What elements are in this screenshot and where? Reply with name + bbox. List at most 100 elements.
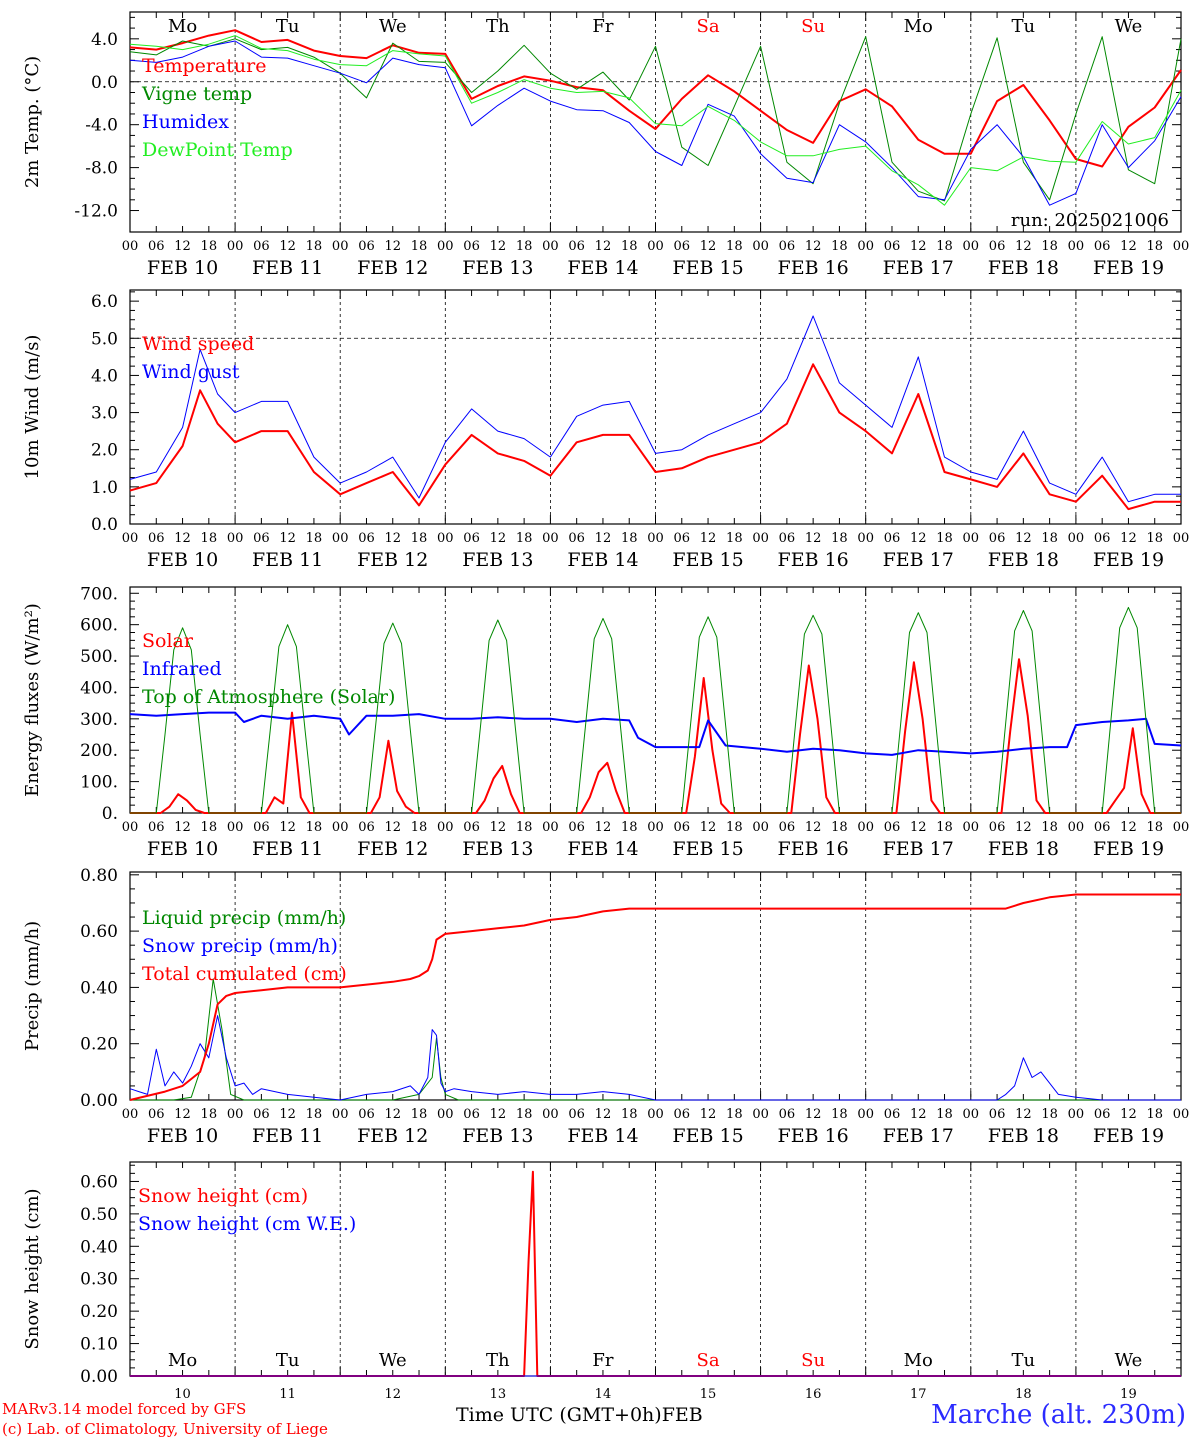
- hour-tick-label: 00: [227, 239, 244, 254]
- day-number-label: 15: [700, 1387, 717, 1402]
- hour-tick-label: 12: [1015, 239, 1032, 254]
- date-label: FEB 15: [672, 838, 743, 860]
- weekday-label: Mo: [168, 16, 197, 37]
- series-line: [129, 711, 1182, 756]
- hour-tick-label: 12: [174, 239, 191, 254]
- day-number-label: 10: [174, 1387, 191, 1402]
- y-tick-label: 0.20: [80, 1302, 118, 1322]
- y-tick-label: 0.0: [91, 73, 118, 93]
- date-label: FEB 17: [883, 1125, 954, 1147]
- hour-tick-label: 00: [332, 531, 349, 546]
- hour-tick-label: 00: [227, 820, 244, 835]
- hour-tick-label: 18: [306, 239, 323, 254]
- y-tick-label: 1.0: [91, 478, 118, 498]
- date-label: FEB 11: [252, 838, 323, 860]
- hour-tick-label: 18: [831, 820, 848, 835]
- date-label: FEB 18: [988, 1125, 1059, 1147]
- y-tick-label: 3.0: [91, 404, 118, 424]
- hour-tick-label: 18: [201, 239, 218, 254]
- hour-tick-label: 00: [227, 1107, 244, 1122]
- hour-tick-label: 00: [857, 1107, 874, 1122]
- hour-tick-label: 06: [463, 531, 480, 546]
- hour-tick-label: 12: [700, 1107, 717, 1122]
- date-label: FEB 17: [883, 838, 954, 860]
- hour-tick-label: 18: [516, 820, 533, 835]
- hour-tick-label: 00: [1173, 531, 1190, 546]
- hour-tick-label: 12: [384, 1107, 401, 1122]
- hour-tick-label: 00: [122, 239, 139, 254]
- hour-tick-label: 18: [726, 531, 743, 546]
- hour-tick-label: 06: [148, 1107, 165, 1122]
- date-label: FEB 10: [147, 1125, 218, 1147]
- hour-tick-label: 00: [647, 531, 664, 546]
- hour-tick-label: 12: [700, 239, 717, 254]
- hour-tick-label: 12: [490, 239, 507, 254]
- hour-tick-label: 06: [674, 239, 691, 254]
- hour-tick-label: 06: [358, 239, 375, 254]
- hour-tick-label: 12: [384, 820, 401, 835]
- hour-tick-label: 12: [805, 1107, 822, 1122]
- hour-tick-label: 00: [122, 820, 139, 835]
- hour-tick-label: 12: [384, 239, 401, 254]
- hour-tick-label: 06: [148, 239, 165, 254]
- hour-tick-label: 00: [437, 531, 454, 546]
- date-label: FEB 14: [567, 549, 638, 571]
- y-tick-label: 100.: [80, 773, 118, 793]
- panel-5: 0.60 0.50 0.40 0.30 0.20 0.10 0.00 Snow height …: [22, 1161, 1182, 1402]
- hour-tick-label: 12: [910, 1107, 927, 1122]
- hour-tick-label: 18: [516, 1107, 533, 1122]
- y-tick-label: 700.: [80, 584, 118, 604]
- hour-tick-label: 00: [857, 820, 874, 835]
- hour-tick-label: 06: [989, 1107, 1006, 1122]
- hour-tick-label: 06: [989, 531, 1006, 546]
- day-number-label: 13: [490, 1387, 507, 1402]
- y-axis-label: Precip (mm/h): [22, 921, 43, 1051]
- date-label: FEB 16: [778, 257, 849, 279]
- series-line: [130, 978, 1181, 1101]
- legend-entry: Snow height (cm): [138, 1185, 308, 1207]
- hour-tick-label: 06: [568, 820, 585, 835]
- hour-tick-label: 18: [1041, 239, 1058, 254]
- hour-tick-label: 18: [726, 239, 743, 254]
- series-line: [130, 658, 1181, 814]
- y-tick-label: 0.60: [80, 922, 118, 942]
- hour-tick-label: 18: [726, 1107, 743, 1122]
- date-label: FEB 19: [1093, 257, 1164, 279]
- date-label: FEB 14: [567, 1125, 638, 1147]
- date-label: FEB 18: [988, 257, 1059, 279]
- date-label: FEB 10: [147, 257, 218, 279]
- y-tick-label: 600.: [80, 616, 118, 636]
- hour-tick-label: 00: [647, 239, 664, 254]
- hour-tick-label: 06: [989, 820, 1006, 835]
- hour-tick-label: 06: [1094, 820, 1111, 835]
- hour-tick-label: 00: [227, 531, 244, 546]
- legend-entry: Wind speed: [142, 333, 254, 355]
- hour-tick-label: 18: [201, 1107, 218, 1122]
- y-tick-label: 0.0: [91, 515, 118, 535]
- hour-tick-label: 12: [174, 820, 191, 835]
- weekday-label: We: [1115, 16, 1143, 37]
- weekday-label: Tu: [276, 1350, 300, 1371]
- hour-tick-label: 12: [174, 1107, 191, 1122]
- panel-3: 00 06 12 18 00 06 12 18 00 06 12 18 00 06 12 18 00 06 12 18…: [22, 584, 1189, 860]
- date-label: FEB 13: [462, 549, 533, 571]
- date-label: FEB 16: [778, 838, 849, 860]
- date-label: FEB 15: [672, 549, 743, 571]
- legend-entry: Snow height (cm W.E.): [138, 1213, 356, 1235]
- hour-tick-label: 06: [568, 239, 585, 254]
- day-number-label: 16: [805, 1387, 822, 1402]
- hour-tick-label: 00: [332, 239, 349, 254]
- weekday-label: We: [1115, 1350, 1143, 1371]
- hour-tick-label: 00: [542, 239, 559, 254]
- date-label: FEB 15: [672, 1125, 743, 1147]
- panel-2: 00 06 12 18 00 06 12 18 00 06 12 18 00 06 12 18 00 06 12 18…: [22, 289, 1190, 571]
- model-credit: MARv3.14 model forced by GFS: [2, 1400, 247, 1418]
- hour-tick-label: 12: [595, 820, 612, 835]
- hour-tick-label: 06: [779, 1107, 796, 1122]
- y-tick-label: 4.0: [91, 366, 118, 386]
- legend-entry: Vigne temp: [141, 83, 252, 105]
- hour-tick-label: 18: [201, 820, 218, 835]
- date-label: FEB 12: [357, 838, 428, 860]
- y-tick-label: 0.60: [80, 1172, 118, 1192]
- hour-tick-label: 00: [1068, 239, 1085, 254]
